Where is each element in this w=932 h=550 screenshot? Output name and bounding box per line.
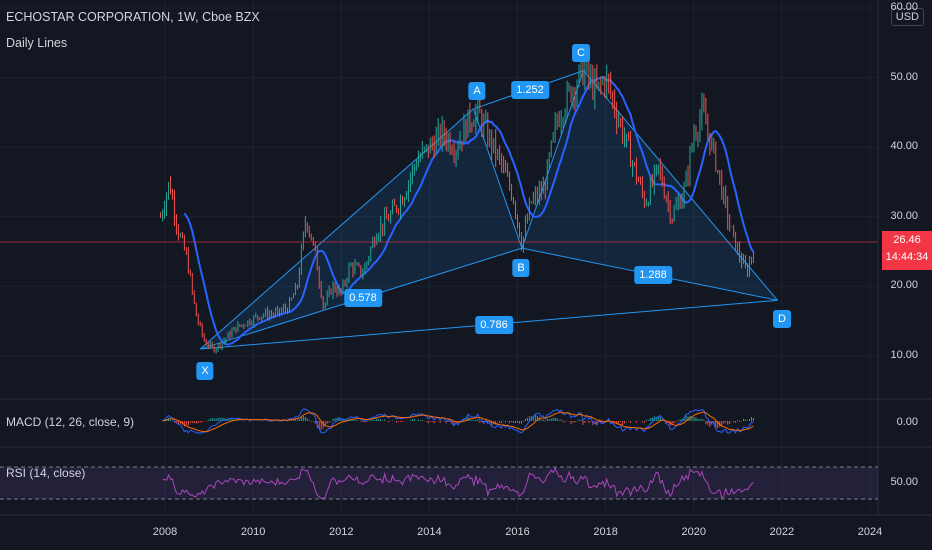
price-series [160,55,754,354]
pattern-point-c[interactable]: C [572,44,590,62]
last-price-value: 26.46 [893,234,921,246]
rsi-label[interactable]: RSI (14, close) [6,466,86,480]
chart-title[interactable]: ECHOSTAR CORPORATION, 1W, Cboe BZX [6,10,260,24]
pattern-point-b[interactable]: B [512,259,530,277]
time-axis-tick: 2018 [593,526,618,538]
time-axis-tick: 2016 [505,526,530,538]
macd-plot [162,408,754,434]
time-axis-tick: 2012 [329,526,354,538]
pattern-point-d[interactable]: D [773,310,791,328]
ratio-xb[interactable]: 0.578 [344,289,382,307]
macd-axis-value: 0.00 [896,416,918,428]
time-axis-tick: 2008 [152,526,178,538]
time-axis-tick: 2024 [857,526,883,538]
rsi-axis-value: 50.00 [890,476,918,488]
ratio-bd[interactable]: 1.288 [634,266,672,284]
pattern-triangle-xab [200,108,522,350]
price-axis-tick: 30.00 [890,209,918,222]
pattern-point-a[interactable]: A [468,82,486,100]
currency-button[interactable]: USD [890,8,924,26]
rsi-band [0,467,878,499]
ratio-xd[interactable]: 0.786 [475,316,513,334]
price-axis-tick: 50.00 [890,70,918,83]
macd-label[interactable]: MACD (12, 26, close, 9) [6,415,135,429]
ratio-ac[interactable]: 1.252 [511,81,549,99]
macd-signal-line [162,411,754,433]
price-axis-tick: 20.00 [890,279,918,292]
time-axis-tick: 2010 [240,526,266,538]
time-axis-tick: 2014 [417,526,442,538]
harmonic-pattern[interactable] [199,70,778,350]
pattern-triangle-bcd [521,70,778,301]
time-axis-tick: 2022 [769,526,795,538]
bar-countdown: 14:44:34 [885,251,929,263]
rsi-plot [162,466,754,499]
rsi-line [162,466,754,499]
price-axis-tick: 10.00 [890,349,918,361]
price-axis-tick: 60.00 [890,1,918,13]
indicator-name-daily-lines[interactable]: Daily Lines [6,36,68,50]
time-axis-tick: 2020 [681,526,706,538]
pattern-point-x[interactable]: X [196,362,214,380]
price-axis-tick: 40.00 [890,140,918,153]
last-price-tag: 26.46 14:44:34 [882,231,932,270]
